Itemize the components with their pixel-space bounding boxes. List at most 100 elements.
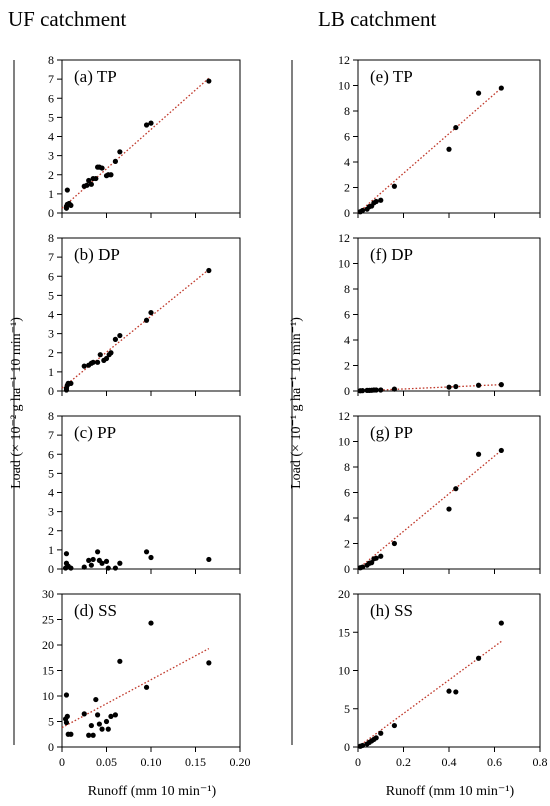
y-tick-label: 12 xyxy=(338,231,350,245)
data-point xyxy=(68,202,74,208)
data-point xyxy=(86,177,92,184)
data-point xyxy=(475,655,482,661)
y-tick-label: 5 xyxy=(48,110,54,124)
y-tick-label: 25 xyxy=(42,613,54,627)
data-point xyxy=(84,182,90,188)
data-point xyxy=(117,560,123,566)
y-tick-label: 0 xyxy=(344,206,350,220)
y-tick-label: 0 xyxy=(48,740,54,754)
x-tick-label: 0.8 xyxy=(533,755,548,769)
data-point xyxy=(148,554,154,561)
y-tick-label: 4 xyxy=(48,308,54,322)
data-point xyxy=(81,363,87,369)
y-tick-label: 20 xyxy=(42,638,54,652)
y-tick-label: 3 xyxy=(48,327,54,341)
y-tick-label: 5 xyxy=(48,466,54,480)
data-point xyxy=(378,730,384,736)
data-point xyxy=(475,451,482,457)
y-tick-label: 10 xyxy=(42,689,54,703)
right-title: LB catchment xyxy=(318,7,437,31)
y-tick-label: 10 xyxy=(338,79,350,93)
y-tick-label: 3 xyxy=(48,505,54,519)
y-tick-label: 2 xyxy=(344,181,350,195)
data-point xyxy=(68,380,74,386)
data-point xyxy=(391,722,397,729)
data-point xyxy=(453,124,459,131)
data-point xyxy=(86,557,92,563)
x-tick-label: 0.20 xyxy=(230,755,251,769)
panel-label: (g) PP xyxy=(370,423,413,442)
panel-label: (d) SS xyxy=(74,601,117,620)
y-tick-label: 6 xyxy=(344,130,350,144)
trend-line xyxy=(61,647,210,729)
data-point xyxy=(105,726,111,732)
panel-e: 0 2 4 6 8 10 12 (e) TP xyxy=(338,53,541,220)
y-tick-label: 12 xyxy=(338,409,350,423)
right-x-axis-label: Runoff (mm 10 min⁻¹) xyxy=(386,784,515,799)
data-point xyxy=(81,711,87,717)
y-tick-label: 5 xyxy=(48,288,54,302)
y-tick-label: 7 xyxy=(48,250,54,264)
y-tick-label: 7 xyxy=(48,428,54,442)
y-tick-label: 2 xyxy=(48,168,54,182)
y-tick-label: 6 xyxy=(48,269,54,283)
data-point xyxy=(498,382,504,388)
data-point xyxy=(95,549,101,555)
y-tick-label: 10 xyxy=(338,435,350,449)
data-point xyxy=(112,336,118,342)
y-tick-label: 5 xyxy=(344,702,350,716)
data-point xyxy=(475,382,482,388)
data-point xyxy=(112,158,118,164)
data-point xyxy=(148,309,154,316)
data-point xyxy=(112,565,118,571)
y-tick-label: 0 xyxy=(48,384,54,398)
y-tick-label: 2 xyxy=(344,537,350,551)
data-point xyxy=(96,721,102,727)
data-point xyxy=(64,713,70,720)
data-point xyxy=(206,660,212,666)
y-tick-label: 8 xyxy=(48,231,54,245)
y-tick-label: 4 xyxy=(48,486,54,500)
y-tick-label: 12 xyxy=(338,53,350,67)
x-tick-label: 0 xyxy=(59,755,65,769)
data-point xyxy=(117,332,123,339)
y-tick-label: 6 xyxy=(48,91,54,105)
y-tick-label: 15 xyxy=(42,664,54,678)
x-tick-label: 0 xyxy=(355,755,361,769)
data-point xyxy=(68,731,74,737)
data-point xyxy=(446,146,452,152)
data-point xyxy=(206,78,212,84)
panel-b: 0 1 2 3 4 5 6 7 8 (b) DP xyxy=(48,231,241,398)
data-point xyxy=(498,85,504,91)
panel-d: 0 5 10 15 20 25 30 0 0.05 0.10 0.15 0.20 (d) SS xyxy=(42,587,251,769)
data-point xyxy=(88,181,94,187)
data-point xyxy=(95,712,101,718)
y-tick-label: 6 xyxy=(344,486,350,500)
right-y-axis-label: Load (× 10⁻¹ g ha⁻¹ 10 min⁻¹) xyxy=(289,317,304,489)
y-tick-label: 0 xyxy=(48,206,54,220)
y-tick-label: 2 xyxy=(48,346,54,360)
y-tick-label: 4 xyxy=(344,333,350,347)
data-point xyxy=(446,506,452,512)
data-point xyxy=(93,696,99,703)
data-point xyxy=(99,165,105,171)
data-point xyxy=(105,565,111,571)
data-point xyxy=(498,620,504,626)
y-tick-label: 5 xyxy=(48,715,54,729)
data-point xyxy=(359,388,366,394)
data-point xyxy=(359,564,366,570)
x-tick-label: 0.4 xyxy=(442,755,457,769)
y-tick-label: 2 xyxy=(344,359,350,373)
trend-line xyxy=(61,269,210,389)
data-point xyxy=(64,187,70,193)
data-point xyxy=(446,688,452,694)
trend-line xyxy=(357,449,502,570)
data-point xyxy=(498,447,504,454)
data-point xyxy=(391,540,397,547)
data-point xyxy=(143,684,150,690)
panel-a: 0 1 2 3 4 5 6 7 8 (a) TP xyxy=(48,53,241,220)
data-point xyxy=(90,556,96,563)
data-point xyxy=(95,359,101,365)
data-point xyxy=(88,722,94,729)
panel-label: (e) TP xyxy=(370,67,413,86)
